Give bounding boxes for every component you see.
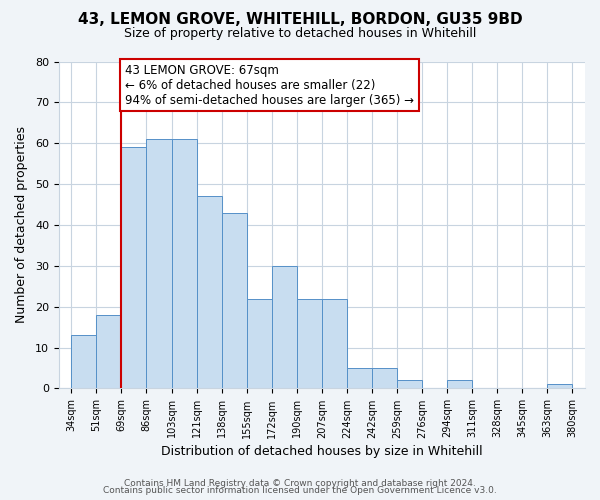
Bar [97, 315, 121, 388]
Bar [272, 266, 297, 388]
Bar [71, 336, 97, 388]
Bar [121, 148, 146, 388]
Bar [447, 380, 472, 388]
Bar [322, 298, 347, 388]
Text: Contains public sector information licensed under the Open Government Licence v3: Contains public sector information licen… [103, 486, 497, 495]
Text: 43 LEMON GROVE: 67sqm
← 6% of detached houses are smaller (22)
94% of semi-detac: 43 LEMON GROVE: 67sqm ← 6% of detached h… [125, 64, 414, 106]
Text: Contains HM Land Registry data © Crown copyright and database right 2024.: Contains HM Land Registry data © Crown c… [124, 478, 476, 488]
Bar [221, 212, 247, 388]
Bar [347, 368, 372, 388]
X-axis label: Distribution of detached houses by size in Whitehill: Distribution of detached houses by size … [161, 444, 483, 458]
Text: 43, LEMON GROVE, WHITEHILL, BORDON, GU35 9BD: 43, LEMON GROVE, WHITEHILL, BORDON, GU35… [77, 12, 523, 28]
Text: Size of property relative to detached houses in Whitehill: Size of property relative to detached ho… [124, 28, 476, 40]
Bar [372, 368, 397, 388]
Y-axis label: Number of detached properties: Number of detached properties [15, 126, 28, 324]
Bar [197, 196, 221, 388]
Bar [397, 380, 422, 388]
Bar [297, 298, 322, 388]
Bar [247, 298, 272, 388]
Bar [547, 384, 572, 388]
Bar [146, 139, 172, 388]
Bar [172, 139, 197, 388]
